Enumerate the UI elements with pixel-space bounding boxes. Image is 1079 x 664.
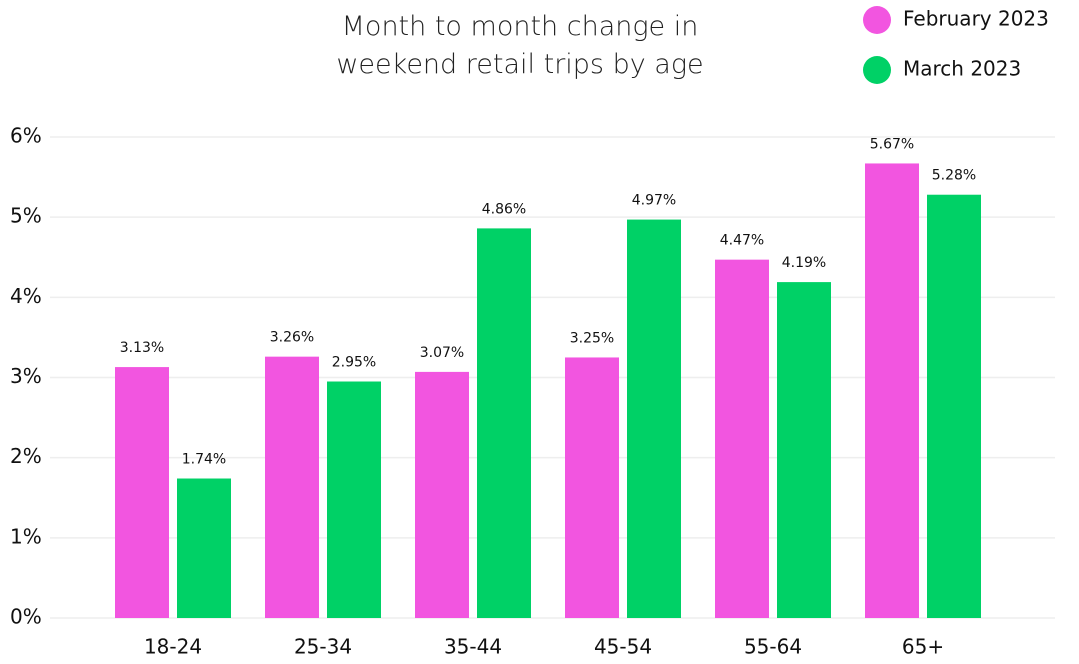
chart-title: Month to month change in weekend retail … bbox=[336, 11, 704, 80]
data-label: 5.28% bbox=[932, 168, 976, 184]
data-label: 5.67% bbox=[870, 136, 914, 152]
data-label: 3.25% bbox=[570, 330, 614, 346]
bar bbox=[715, 259, 769, 618]
y-tick-label: 2% bbox=[10, 444, 42, 468]
bar bbox=[327, 381, 381, 618]
legend-label: March 2023 bbox=[903, 57, 1021, 81]
bar bbox=[177, 478, 231, 618]
bar bbox=[477, 228, 531, 618]
x-tick-label: 18-24 bbox=[144, 635, 202, 659]
y-tick-label: 4% bbox=[10, 284, 42, 308]
bar bbox=[565, 357, 619, 618]
x-tick-label: 25-34 bbox=[294, 635, 352, 659]
x-tick-label: 35-44 bbox=[444, 635, 502, 659]
y-tick-label: 6% bbox=[10, 124, 42, 148]
legend-swatch bbox=[863, 6, 891, 34]
x-tick-label: 55-64 bbox=[744, 635, 802, 659]
y-tick-label: 1% bbox=[10, 524, 42, 548]
data-label: 3.26% bbox=[270, 330, 314, 346]
y-tick-label: 5% bbox=[10, 204, 42, 228]
legend-label: February 2023 bbox=[903, 7, 1049, 31]
data-label: 1.74% bbox=[182, 452, 226, 468]
data-label: 4.86% bbox=[482, 201, 526, 217]
bar bbox=[777, 282, 831, 618]
bar bbox=[927, 194, 981, 618]
bar bbox=[865, 163, 919, 618]
data-label: 4.97% bbox=[632, 193, 676, 209]
x-tick-label: 65+ bbox=[902, 635, 944, 659]
data-label: 4.47% bbox=[720, 233, 764, 249]
data-label: 3.13% bbox=[120, 340, 164, 356]
data-label: 3.07% bbox=[420, 345, 464, 361]
y-tick-label: 3% bbox=[10, 364, 42, 388]
bar bbox=[415, 371, 469, 618]
data-label: 4.19% bbox=[782, 255, 826, 271]
y-tick-label: 0% bbox=[10, 605, 42, 629]
legend-swatch bbox=[863, 56, 891, 84]
x-tick-label: 45-54 bbox=[594, 635, 652, 659]
bar bbox=[265, 356, 319, 618]
data-label: 2.95% bbox=[332, 355, 376, 371]
bar bbox=[627, 219, 681, 619]
bar bbox=[115, 367, 169, 618]
